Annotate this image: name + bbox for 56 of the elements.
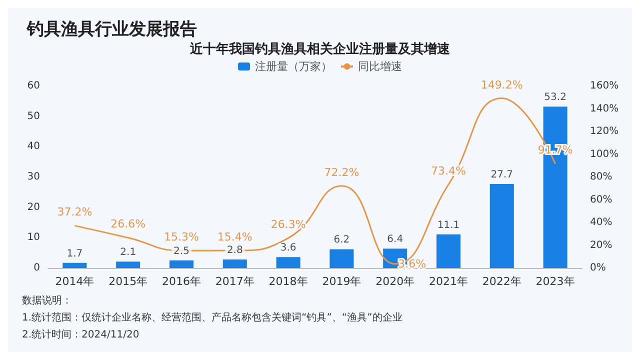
bar (490, 184, 514, 268)
y2-tick-label: 20% (590, 240, 612, 251)
legend-label: 注册量（万家） (255, 60, 332, 73)
y2-tick-label: 120% (590, 126, 619, 137)
data-label: 15.4% (217, 230, 252, 244)
y-tick-label: 10 (27, 232, 40, 244)
bar (62, 262, 87, 268)
data-label: 37.2% (57, 206, 92, 219)
y2-tick-label: 140% (590, 103, 619, 114)
y-tick-label: 40 (27, 141, 40, 152)
data-label: 6.2 (334, 234, 350, 246)
data-label: 26.3% (270, 218, 306, 232)
y2-tick-label: 160% (590, 80, 619, 92)
y-tick-label: 30 (27, 172, 40, 182)
bar (330, 249, 354, 268)
chart-title: 钓具渔具行业发展报告 (26, 20, 197, 40)
x-tick-label: 2018年 (268, 275, 308, 288)
text: 2.统计时间：2024/11/20 (22, 328, 140, 340)
x-tick-label: 2015年 (108, 275, 148, 288)
data-label: 53.2 (544, 92, 566, 104)
y-tick-label: 50 (27, 110, 40, 122)
bar (116, 262, 140, 268)
y-tick-label: 0 (34, 262, 40, 274)
x-tick-label: 2014年 (55, 275, 94, 288)
y2-tick-label: 100% (590, 148, 619, 160)
y-tick-label: 20 (27, 202, 40, 213)
x-tick-label: 2020年 (376, 275, 415, 288)
y2-tick-label: 60% (590, 194, 612, 206)
x-tick-label: 2019年 (322, 275, 362, 288)
x-tick-label: 2023年 (536, 275, 575, 288)
data-label: 15.3% (164, 230, 199, 244)
data-label: 1.7 (66, 248, 83, 260)
x-tick-label: 2022年 (482, 275, 522, 288)
data-label: 27.7 (490, 169, 514, 180)
data-label: 149.2% (480, 78, 523, 92)
text: 数据说明： (22, 294, 72, 306)
data-label: 6.4 (387, 234, 404, 246)
text: 1.统计范围：仅统计企业名称、经营范围、产品名称包含关键词“钓具”、“渔具”的企业 (22, 312, 402, 324)
bar (169, 260, 194, 268)
data-label: 3.6 (280, 242, 296, 254)
chart-subtitle: 近十年我国钓具渔具相关企业注册量及其增速 (189, 41, 451, 57)
bar (276, 257, 300, 268)
y2-tick-label: 80% (590, 172, 612, 182)
data-label: 11.1 (437, 220, 460, 231)
x-tick-label: 2017年 (215, 275, 254, 288)
y2-tick-label: 40% (590, 217, 612, 228)
bar (436, 234, 461, 268)
data-label: 26.6% (110, 218, 146, 231)
y2-tick-label: 0% (590, 262, 606, 274)
legend-label: 同比增速 (358, 60, 402, 73)
y-tick-label: 60 (27, 80, 40, 92)
data-label: 72.2% (324, 166, 360, 179)
data-label: 2.1 (120, 247, 136, 258)
x-tick-label: 2016年 (162, 275, 201, 288)
bar (222, 260, 247, 268)
x-tick-label: 2021年 (429, 275, 468, 288)
